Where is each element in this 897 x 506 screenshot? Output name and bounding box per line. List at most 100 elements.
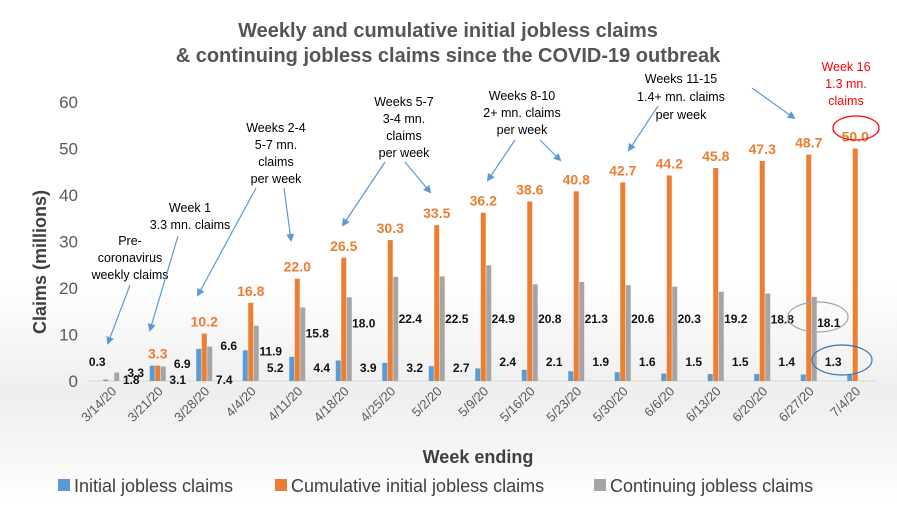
y-tick-label: 20 — [59, 279, 78, 298]
svg-text:1.3 mn.: 1.3 mn. — [825, 77, 867, 91]
svg-text:per week: per week — [656, 108, 707, 122]
data-label-continuing: 18.1 — [817, 316, 841, 330]
svg-text:2+ mn. claims: 2+ mn. claims — [483, 106, 560, 120]
svg-text:claims: claims — [828, 94, 863, 108]
legend-swatch-cumulative — [275, 479, 287, 491]
bar-continuing — [625, 285, 631, 381]
svg-text:3.3 mn. claims: 3.3 mn. claims — [150, 218, 231, 232]
bar-continuing — [393, 276, 399, 381]
y-axis-label: Claims (millions) — [30, 190, 50, 334]
chart-title-line1: Weekly and cumulative initial jobless cl… — [238, 20, 658, 42]
data-labels: 1.80.33.33.13.310.27.46.916.811.96.622.0… — [89, 129, 869, 388]
y-tick-label: 10 — [59, 326, 78, 345]
data-label-initial: 1.5 — [685, 355, 702, 369]
svg-text:claims: claims — [386, 129, 421, 143]
bar-cumulative — [573, 191, 579, 381]
svg-text:Weeks 2-4: Weeks 2-4 — [246, 121, 306, 135]
data-label-continuing: 1.8 — [123, 373, 140, 387]
data-label-continuing: 20.6 — [631, 312, 655, 326]
data-label-continuing: 7.4 — [216, 373, 233, 387]
data-label-initial: 2.7 — [453, 361, 470, 375]
bar-continuing — [811, 296, 817, 381]
svg-text:Weeks 8-10: Weeks 8-10 — [489, 89, 556, 103]
data-label-initial: 6.9 — [174, 357, 191, 371]
bar-cumulative — [201, 333, 207, 381]
y-axis-ticks: 0 10 20 30 40 50 60 — [59, 93, 78, 391]
bar-continuing — [439, 276, 445, 381]
bar-initial — [289, 356, 295, 381]
data-label-cumulative: 40.8 — [563, 171, 590, 187]
bar-cumulative — [387, 240, 393, 381]
svg-text:Week 1: Week 1 — [169, 201, 211, 215]
bar-initial — [196, 348, 202, 381]
bar-cumulative — [480, 212, 486, 381]
data-label-cumulative: 44.2 — [656, 155, 683, 171]
bar-continuing — [532, 284, 538, 381]
annotation-week-16: Week 16 1.3 mn. claims — [821, 60, 870, 108]
y-tick-label: 40 — [59, 186, 78, 205]
data-label-initial: 1.9 — [592, 355, 609, 369]
highlight-circle-continuing — [787, 301, 849, 333]
data-label-continuing: 21.3 — [585, 312, 609, 326]
data-label-cumulative: 26.5 — [330, 238, 357, 254]
bar-initial — [614, 372, 620, 381]
y-tick-label: 50 — [59, 140, 78, 159]
bar-continuing — [114, 372, 120, 381]
chart-title-line2: & continuing jobless claims since the CO… — [176, 45, 721, 67]
data-label-cumulative: 50.0 — [842, 129, 869, 145]
bar-initial — [521, 369, 527, 381]
svg-text:5-7 mn.: 5-7 mn. — [255, 138, 297, 152]
bar-cumulative — [666, 175, 672, 381]
bar-cumulative — [248, 302, 254, 381]
bar-continuing — [718, 291, 724, 381]
data-label-cumulative: 38.6 — [516, 182, 543, 198]
bar-cumulative — [341, 257, 347, 381]
bar-initial — [800, 374, 806, 381]
bar-initial — [475, 368, 481, 381]
data-label-initial: 1.3 — [825, 355, 842, 369]
data-label-continuing: 18.0 — [352, 316, 376, 330]
data-label-continuing: 19.2 — [724, 312, 748, 326]
data-label-cumulative: 45.8 — [702, 148, 729, 164]
y-tick-label: 30 — [59, 233, 78, 252]
data-label-continuing: 11.9 — [259, 345, 282, 359]
y-tick-label: 60 — [59, 93, 78, 112]
annotation-weeks-11-15: Weeks 11-15 1.4+ mn. claims per week — [627, 72, 796, 152]
data-label-continuing: 22.4 — [399, 312, 423, 326]
highlight-circle-cumulative — [832, 115, 880, 141]
bar-continuing — [300, 307, 306, 381]
data-label-initial: 2.4 — [499, 355, 516, 369]
bars — [103, 148, 858, 381]
data-label-cumulative: 16.8 — [237, 283, 264, 299]
annotation-week-1: Week 1 3.3 mn. claims — [147, 201, 231, 332]
bar-cumulative — [527, 201, 533, 381]
svg-text:Weeks 11-15: Weeks 11-15 — [645, 72, 718, 86]
y-tick-label: 0 — [69, 372, 78, 391]
bar-continuing — [579, 281, 585, 381]
bar-cumulative — [759, 161, 765, 381]
data-label-cumulative: 36.2 — [470, 193, 497, 209]
data-label-initial: 0.3 — [89, 355, 106, 369]
data-label-cumulative: 48.7 — [795, 135, 822, 151]
bar-continuing — [765, 293, 771, 381]
data-label-initial: 6.6 — [220, 339, 237, 353]
data-label-continuing: 20.3 — [678, 312, 702, 326]
bar-initial — [335, 360, 341, 381]
legend: Initial jobless claims Cumulative initia… — [58, 476, 813, 496]
svg-text:Weeks 5-7: Weeks 5-7 — [374, 95, 434, 109]
bar-cumulative — [713, 168, 719, 381]
svg-text:claims: claims — [258, 155, 293, 169]
bar-initial — [149, 365, 155, 381]
bar-continuing — [160, 366, 166, 381]
bar-initial — [103, 379, 109, 381]
legend-swatch-initial — [58, 479, 70, 491]
data-label-initial: 2.1 — [546, 355, 563, 369]
data-label-continuing: 24.9 — [492, 312, 516, 326]
annotation-weeks-8-10: Weeks 8-10 2+ mn. claims per week — [483, 89, 562, 182]
data-label-continuing: 15.8 — [306, 327, 330, 341]
data-label-continuing: 20.8 — [538, 312, 562, 326]
bar-initial — [568, 371, 574, 381]
bar-initial — [707, 374, 713, 381]
data-label-cumulative: 22.0 — [284, 259, 311, 275]
